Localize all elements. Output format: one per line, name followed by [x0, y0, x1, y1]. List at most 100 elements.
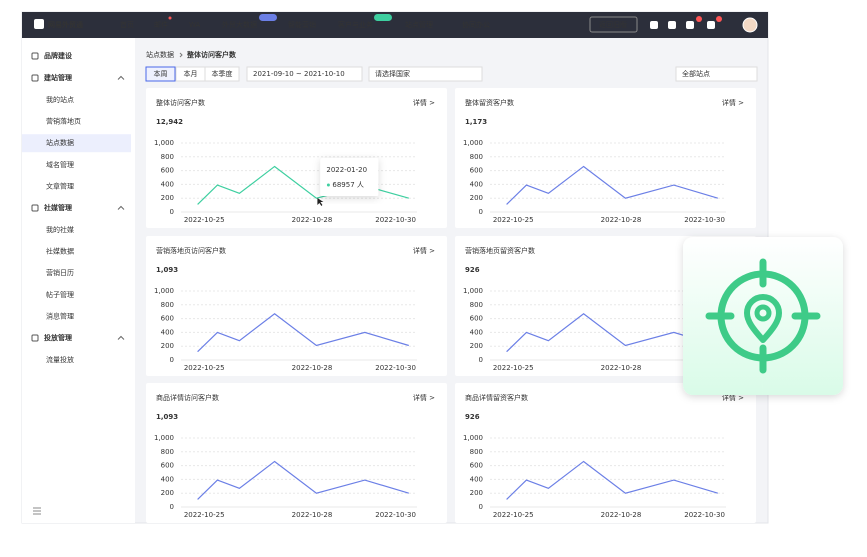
card [146, 88, 447, 228]
sidebar-item[interactable]: 文章管理 [46, 181, 74, 190]
y-tick-label: 1,000 [154, 287, 174, 295]
nav-item[interactable]: 客户与业务 [338, 20, 373, 29]
sidebar-item[interactable]: 域名管理 [46, 160, 74, 169]
floating-card [683, 237, 843, 395]
y-tick-label: 400 [161, 328, 174, 336]
date-range[interactable]: 2021-09-10 ~ 2021-10-10 [253, 70, 345, 78]
nav-item[interactable]: 协同办公 [462, 20, 490, 29]
line-series [197, 313, 409, 353]
breadcrumb[interactable]: 站点数据 [146, 50, 174, 59]
sidebar-item[interactable]: 我的社媒 [46, 225, 74, 234]
x-tick-label: 2022-10-25 [493, 364, 534, 372]
nav-icon[interactable] [650, 21, 658, 29]
back-button[interactable] [589, 16, 638, 33]
x-tick-label: 2022-10-28 [292, 511, 333, 519]
site-select[interactable] [675, 66, 758, 82]
nav-icon[interactable] [686, 21, 694, 29]
sidebar-item[interactable]: 流量投放 [46, 355, 74, 364]
sidebar-item[interactable]: 营销日历 [46, 268, 74, 277]
sidebar-section[interactable]: 投放管理 [44, 333, 72, 342]
collapse-icon[interactable] [33, 507, 41, 515]
y-tick-label: 200 [470, 342, 483, 350]
badge [374, 14, 392, 21]
tab[interactable] [204, 66, 240, 82]
y-tick-label: 200 [161, 489, 174, 497]
card [146, 383, 447, 523]
tooltip [320, 158, 379, 196]
card-detail[interactable]: 详情 > [413, 393, 435, 402]
tab-label[interactable]: 本月 [184, 69, 198, 78]
sidebar-item[interactable]: 站点数据 [46, 138, 74, 147]
nav-item[interactable]: WA [189, 21, 201, 29]
sidebar-section[interactable]: 社媒管理 [43, 203, 72, 212]
y-tick-label: 200 [470, 194, 483, 202]
nav-item[interactable]: 邮件 [154, 20, 168, 29]
card-detail[interactable]: 详情 > [413, 246, 435, 255]
tab[interactable] [145, 66, 176, 82]
card-value: 1,093 [156, 413, 178, 421]
y-tick-label: 400 [161, 180, 174, 188]
card-detail[interactable]: 详情 > [413, 98, 435, 107]
card-title: 商品详情访问客户数 [156, 393, 219, 402]
sidebar-item[interactable]: 消息管理 [46, 311, 74, 320]
y-tick-label: 200 [161, 194, 174, 202]
card-title: 营销落地页访问客户数 [156, 246, 226, 255]
y-tick-label: 600 [470, 167, 483, 175]
tab-label[interactable]: 本季度 [212, 69, 233, 78]
line-series [506, 313, 718, 353]
section-icon [31, 334, 39, 342]
y-tick-label: 400 [470, 180, 483, 188]
section-icon [31, 74, 39, 82]
y-tick-label: 200 [161, 342, 174, 350]
site-select-label[interactable]: 全部站点 [682, 69, 710, 78]
x-tick-label: 2022-10-28 [292, 216, 333, 224]
y-tick-label: 1,000 [463, 139, 483, 147]
sidebar-item[interactable]: 我的站点 [46, 95, 74, 104]
card [455, 236, 756, 376]
y-tick-label: 400 [470, 328, 483, 336]
card [455, 383, 756, 523]
nav-item[interactable]: 智能营销 [288, 20, 316, 29]
y-tick-label: 200 [470, 489, 483, 497]
nav-item[interactable]: 外贸大数据 [222, 20, 257, 29]
x-tick-label: 2022-10-30 [375, 511, 416, 519]
x-tick-label: 2022-10-25 [184, 216, 225, 224]
x-tick-label: 2022-10-25 [184, 511, 225, 519]
nav-icon[interactable] [668, 21, 676, 29]
sidebar-item[interactable]: 社媒数据 [46, 247, 74, 256]
sidebar-item[interactable]: 帖子管理 [46, 290, 74, 299]
nav-item[interactable]: 站点管理 [405, 20, 433, 29]
caret [117, 205, 125, 210]
line-series [197, 460, 409, 500]
breadcrumb-chevron [179, 52, 183, 58]
tab-label[interactable]: 本周 [154, 69, 168, 78]
y-tick-label: 400 [470, 475, 483, 483]
pin [744, 294, 782, 343]
back-button-label[interactable]: 返回旧版 [599, 20, 627, 29]
section-icon [31, 204, 39, 212]
x-tick-label: 2022-10-30 [684, 511, 725, 519]
tooltip-value: 68957 人 [332, 181, 364, 189]
date-picker[interactable] [246, 66, 363, 82]
sidebar-section[interactable]: 品牌建设 [44, 51, 73, 60]
x-tick-label: 2022-10-28 [292, 364, 333, 372]
sidebar-item[interactable]: 营销落地页 [46, 117, 81, 126]
nav-icon[interactable] [707, 21, 715, 29]
y-tick-label: 600 [470, 462, 483, 470]
country-placeholder[interactable]: 请选择国家 [375, 69, 410, 78]
card-value: 926 [465, 413, 480, 421]
sidebar [22, 38, 135, 523]
sidebar-section[interactable]: 建站管理 [44, 73, 72, 82]
card-detail[interactable]: 详情 > [722, 393, 744, 402]
nav-item[interactable]: 首页 [120, 20, 134, 29]
x-tick-label: 2022-10-25 [184, 364, 225, 372]
y-tick-label: 0 [479, 208, 483, 216]
card-title: 营销落地页留资客户数 [465, 246, 535, 255]
country-select[interactable] [368, 66, 483, 82]
caret [117, 75, 125, 80]
cursor [317, 198, 324, 206]
notify-dot [696, 16, 702, 22]
card-value: 926 [465, 266, 480, 274]
card-detail[interactable]: 详情 > [722, 98, 744, 107]
avatar[interactable] [742, 17, 758, 33]
